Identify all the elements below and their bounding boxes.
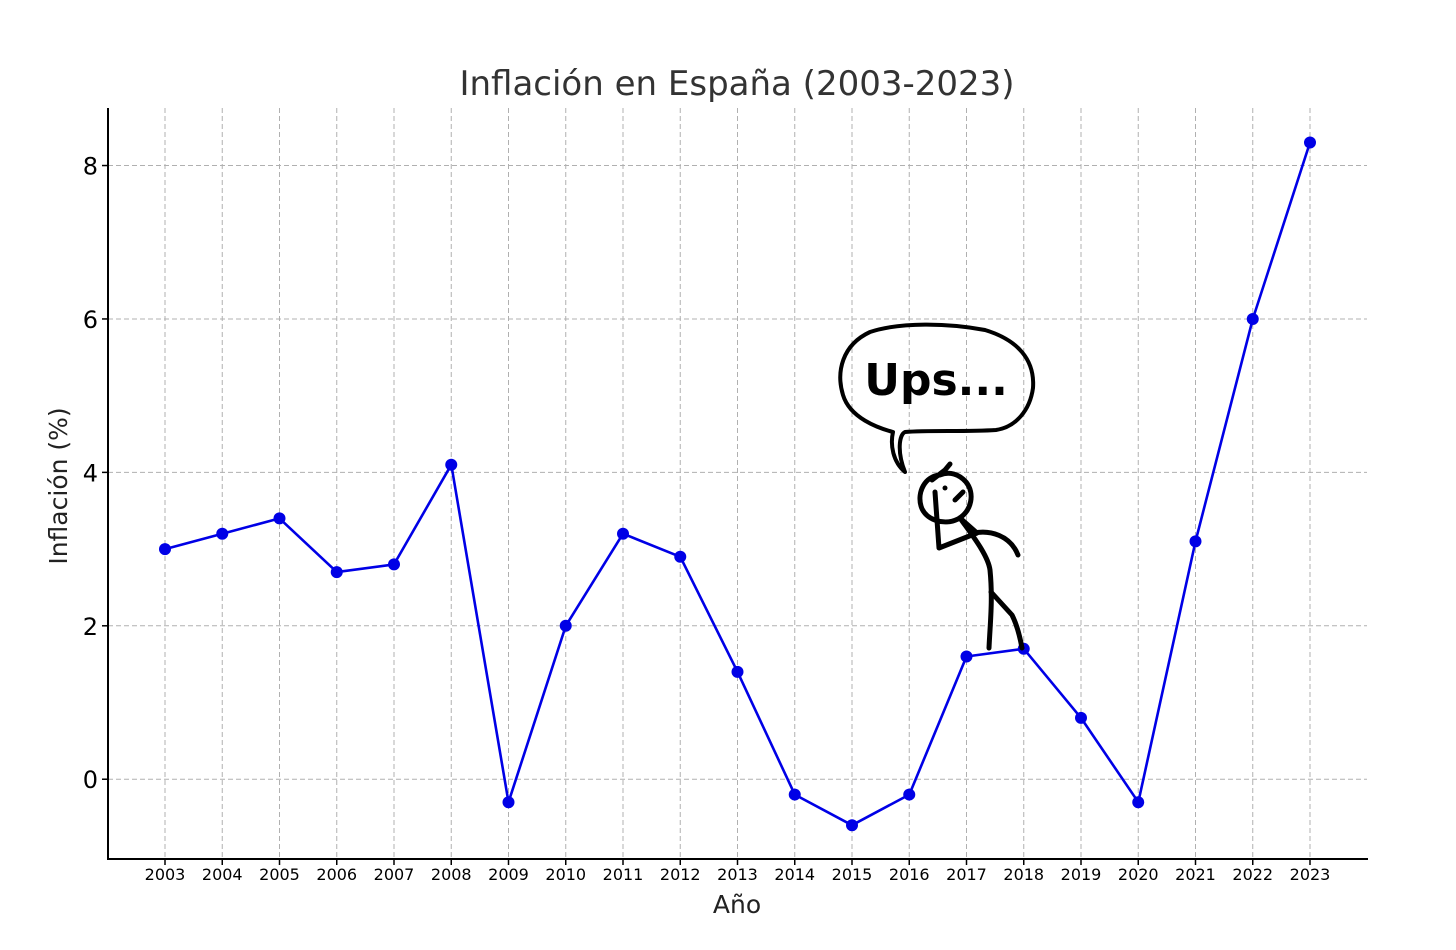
y-tick-label: 0 [83,766,98,794]
x-tick-label: 2010 [545,865,586,884]
x-tick-label: 2019 [1061,865,1102,884]
data-point-2007 [388,558,400,571]
data-point-2023 [1304,136,1316,149]
data-point-2008 [445,458,458,471]
x-axis-ticks: 2003 2004 2005 2006 2007 2008 2009 2010 2011 2012… [145,859,1331,884]
speech-bubble [838,322,1036,474]
data-point-2016 [903,788,916,801]
x-tick-label: 2012 [660,865,701,884]
data-point-2017 [960,650,973,663]
stick-figure-arm [971,529,1021,558]
stick-figure-arm-to-head [932,489,980,551]
x-tick-label: 2021 [1175,865,1216,884]
x-tick-label: 2022 [1232,865,1273,884]
y-axis-ticks: 0 2 4 6 8 [83,153,108,794]
data-point-2009 [502,796,515,809]
x-tick-label: 2008 [431,865,472,884]
x-tick-label: 2015 [832,865,873,884]
x-tick-label: 2013 [717,865,758,884]
x-tick-label: 2014 [774,865,815,884]
y-tick-label: 8 [83,153,98,181]
x-tick-label: 2016 [889,865,930,884]
x-tick-label: 2018 [1003,865,1044,884]
y-tick-label: 2 [83,613,98,641]
data-point-2006 [330,566,343,579]
data-point-2003 [159,543,171,556]
data-point-2013 [731,665,744,678]
data-point-2015 [846,819,858,832]
x-tick-label: 2004 [202,865,243,884]
data-point-2004 [216,527,229,540]
x-tick-label: 2017 [946,865,987,884]
x-tick-label: 2007 [374,865,415,884]
stick-figure-eye [942,485,948,491]
data-point-2014 [788,788,801,801]
stick-figure-nose [952,489,966,503]
series-inflation [159,136,1316,832]
data-point-2012 [674,550,687,563]
stick-figure-body [957,515,994,651]
data-point-2011 [617,527,629,540]
data-point-2010 [559,619,572,632]
y-tick-label: 6 [83,306,98,334]
grid [108,108,1367,859]
stick-figure-leg [988,589,1025,651]
data-point-2019 [1075,711,1087,724]
stick-figure-head [917,470,974,525]
data-point-2005 [273,512,286,525]
speech-bubble-text: Ups... [864,355,1008,406]
x-tick-label: 2006 [316,865,357,884]
chart-title: Inflación en España (2003-2023) [459,64,1014,104]
stick-figure [917,461,1025,651]
stick-figure-annotation: Ups... [838,322,1036,651]
y-axis-title: Inflación (%) [44,407,73,564]
x-tick-label: 2003 [145,865,186,884]
x-tick-label: 2023 [1290,865,1331,884]
data-point-2021 [1189,535,1202,548]
data-point-2022 [1246,312,1259,325]
x-tick-label: 2020 [1118,865,1159,884]
stick-figure-hair [929,461,953,483]
data-point-2020 [1132,796,1145,809]
x-tick-label: 2011 [603,865,644,884]
x-tick-label: 2009 [488,865,529,884]
y-tick-label: 4 [83,459,98,487]
x-tick-label: 2005 [259,865,300,884]
x-axis-title: Año [713,890,761,919]
